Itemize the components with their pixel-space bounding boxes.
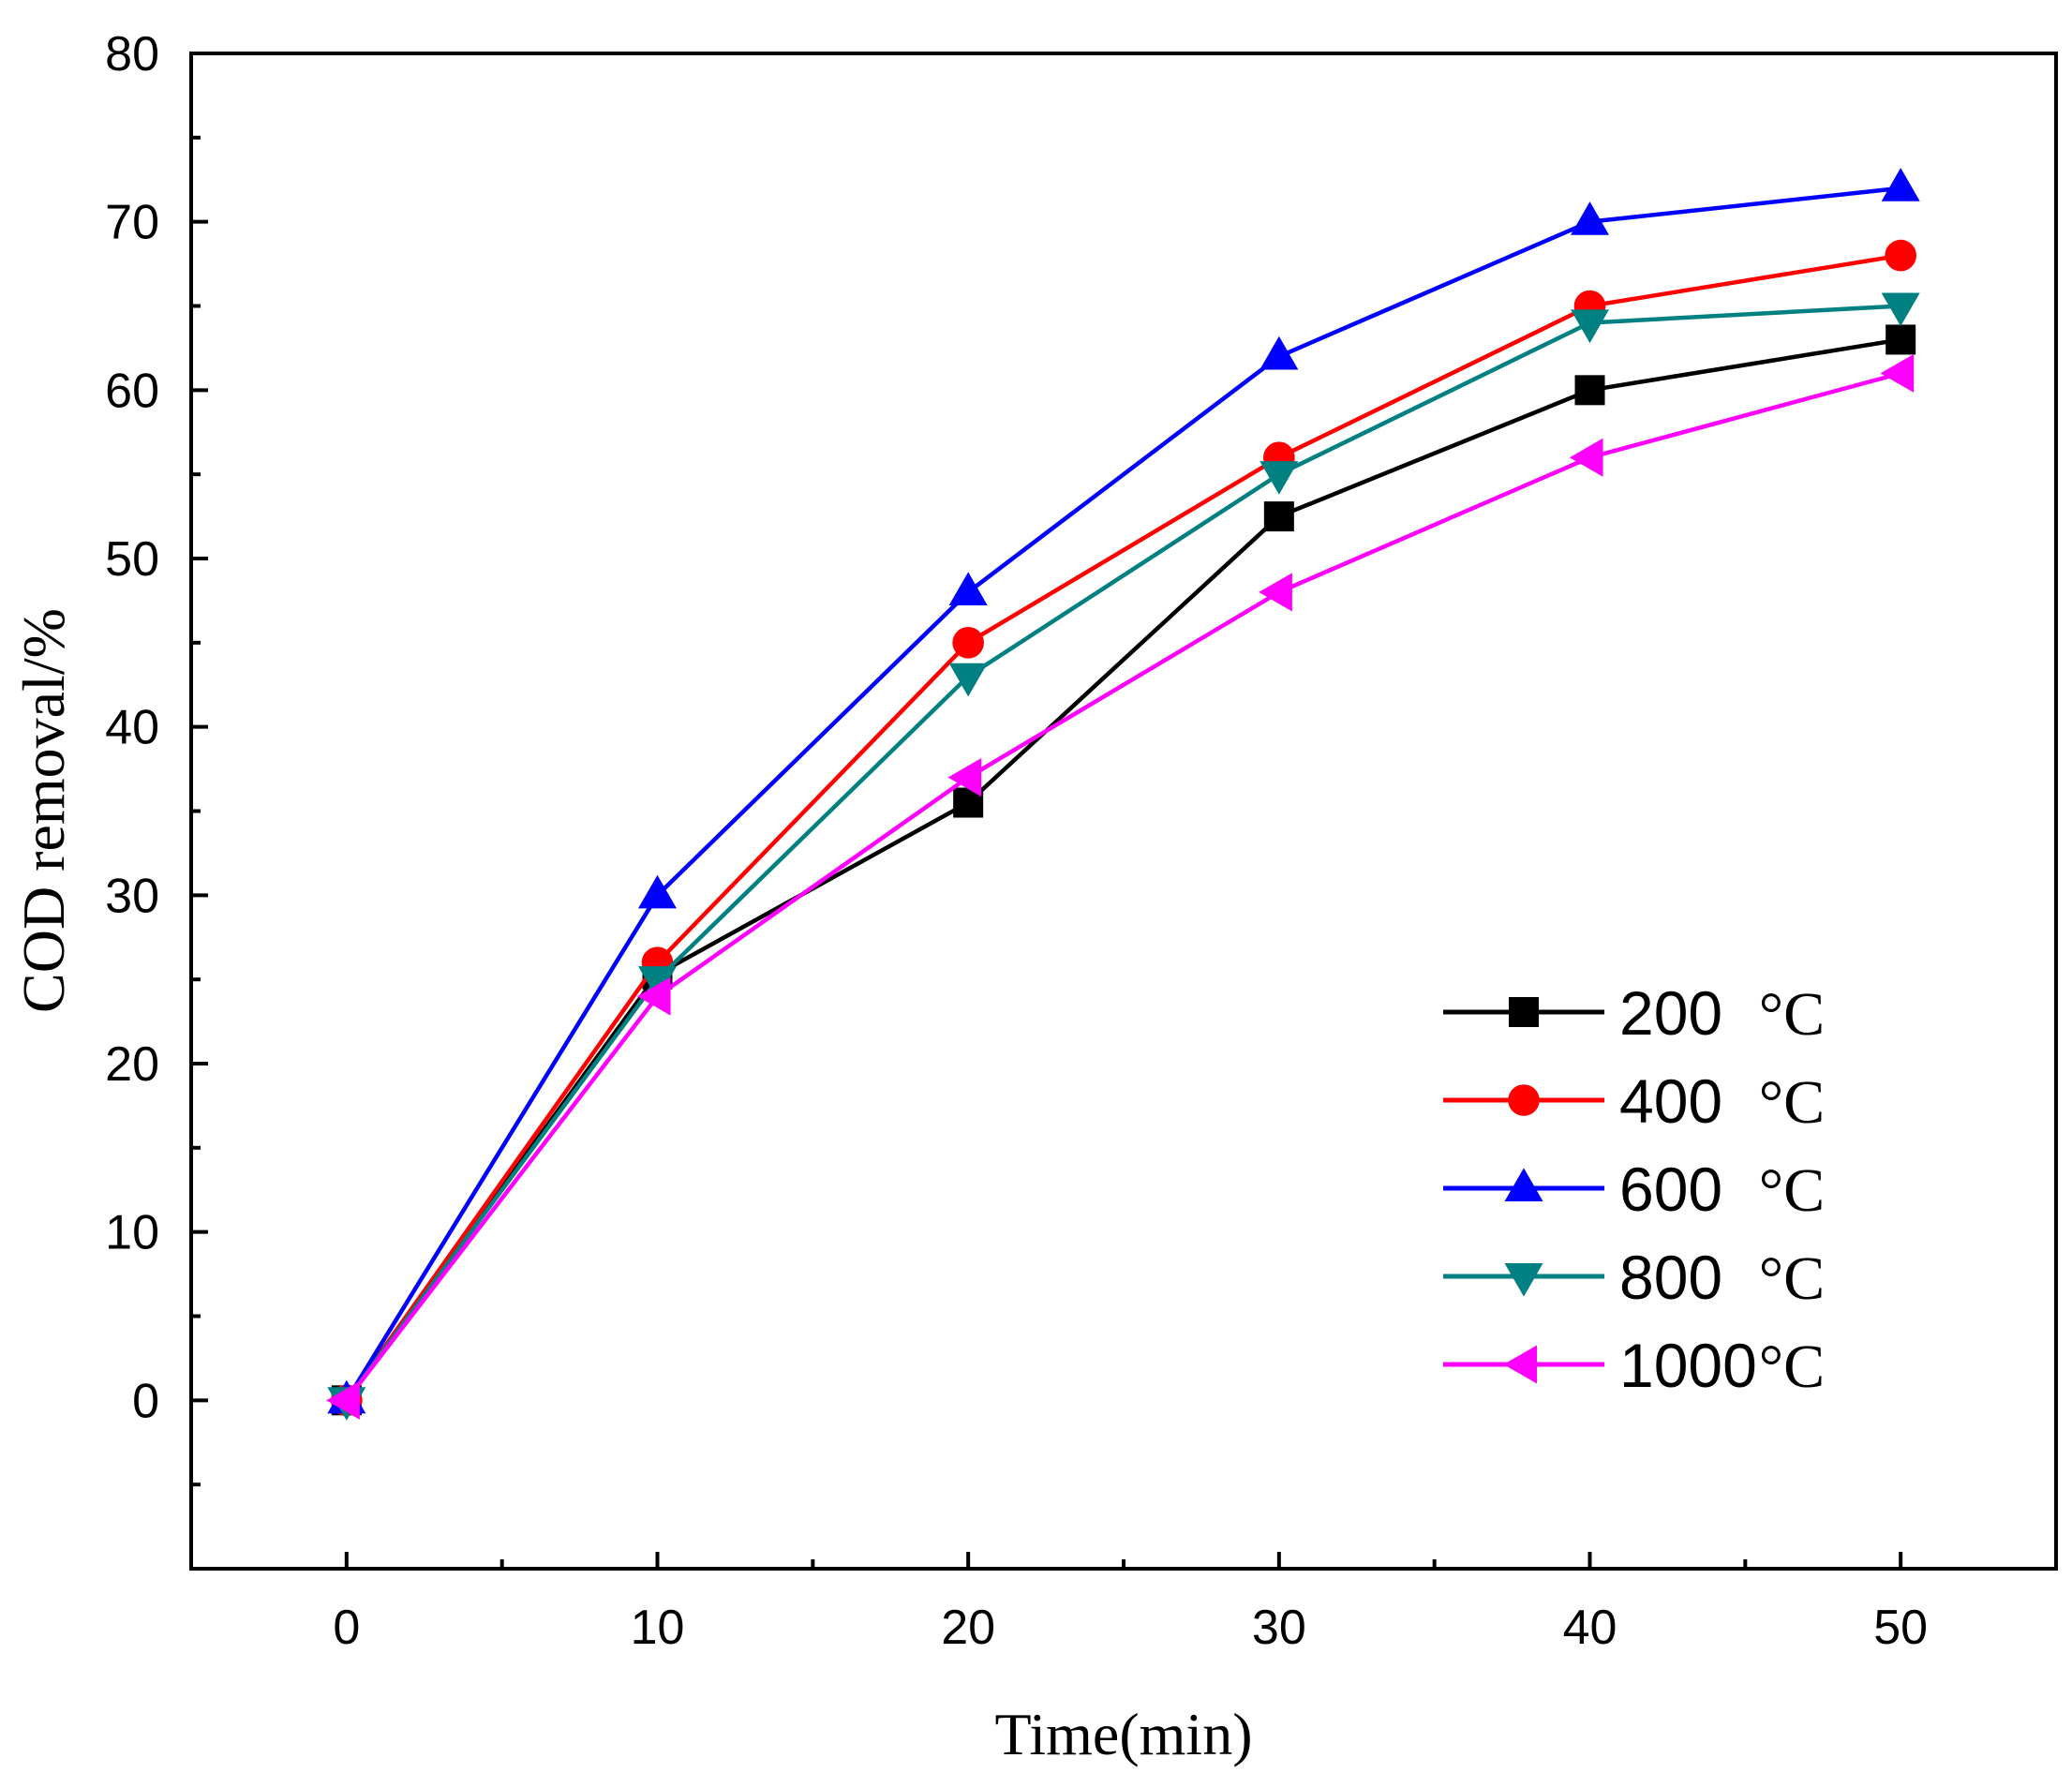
data-point-800: [1570, 309, 1610, 344]
data-point-600: [948, 572, 988, 605]
legend-item-400: 400 °C: [1443, 1066, 1825, 1137]
data-point-600: [1260, 335, 1299, 370]
legend-item-200: 200 °C: [1443, 978, 1825, 1049]
series-line-800: [345, 304, 1901, 1402]
data-point-600: [637, 874, 678, 909]
legend-label-unit: °C: [1759, 1333, 1825, 1401]
data-point-1000: [1880, 353, 1915, 393]
data-point-600: [1881, 168, 1920, 201]
legend-label-unit: °C: [1759, 980, 1825, 1049]
legend-label-unit: °C: [1759, 1244, 1825, 1313]
y-axis-tick-labels: 0 10 20 30 40 50 60 70 80: [105, 27, 159, 1428]
y-tick-label: 30: [105, 869, 159, 923]
legend-label-number: 200: [1619, 978, 1722, 1048]
data-point-200: [1574, 375, 1605, 406]
legend-label-unit: °C: [1759, 1068, 1825, 1137]
legend-item-1000: 1000 °C: [1443, 1331, 1825, 1401]
series-line-400: [344, 253, 1901, 1402]
legend-label-number: 800: [1619, 1243, 1722, 1312]
x-tick-label: 10: [631, 1601, 685, 1655]
y-tick-label: 0: [132, 1374, 159, 1428]
data-point-400: [1885, 239, 1916, 272]
y-axis-title: COD removal/%: [10, 608, 77, 1013]
legend-label-unit: °C: [1759, 1156, 1825, 1225]
series-line-200: [345, 337, 1901, 1402]
data-point-200: [1263, 501, 1294, 532]
y-tick-label: 70: [105, 196, 159, 250]
data-point-1000: [636, 976, 671, 1016]
series-line-1000: [345, 371, 1901, 1402]
data-point-1000: [326, 1380, 360, 1420]
y-axis-ticks: [191, 52, 208, 1487]
y-tick-label: 80: [105, 27, 159, 82]
legend-item-600: 600 °C: [1443, 1155, 1825, 1225]
data-point-400: [952, 627, 984, 659]
y-tick-label: 10: [105, 1206, 159, 1260]
x-tick-label: 20: [941, 1601, 995, 1655]
data-point-1000: [1259, 573, 1292, 612]
y-tick-label: 20: [105, 1037, 159, 1092]
x-tick-label: 30: [1252, 1601, 1306, 1655]
legend-marker-200: [1509, 997, 1539, 1027]
y-tick-label: 60: [105, 364, 159, 418]
series-layer: [326, 168, 1920, 1421]
data-point-1000: [947, 758, 982, 797]
x-tick-label: 50: [1873, 1601, 1928, 1655]
legend-item-800: 800 °C: [1443, 1243, 1825, 1313]
series-600: [327, 168, 1920, 1414]
data-point-800: [948, 663, 988, 697]
legend-label-number: 1000: [1619, 1331, 1757, 1400]
x-axis-tick-labels: 0 10 20 30 40 50: [333, 1601, 1928, 1655]
y-tick-label: 40: [105, 701, 159, 755]
legend-marker-1000: [1503, 1345, 1538, 1384]
data-point-1000: [1569, 438, 1603, 477]
data-point-800: [1881, 292, 1920, 327]
data-point-800: [1260, 461, 1299, 495]
x-axis-title: Time(min): [995, 1701, 1253, 1767]
x-tick-label: 0: [333, 1601, 360, 1655]
legend-label-number: 600: [1619, 1155, 1722, 1224]
legend-marker-600: [1504, 1168, 1543, 1202]
data-point-600: [1570, 201, 1610, 235]
x-tick-label: 40: [1563, 1601, 1617, 1655]
y-tick-label: 50: [105, 532, 159, 587]
data-point-200: [1886, 324, 1916, 355]
legend-label-number: 400: [1619, 1066, 1722, 1136]
series-1000: [326, 353, 1915, 1420]
legend-marker-800: [1504, 1262, 1543, 1297]
series-400: [331, 239, 1916, 1417]
legend-marker-400: [1508, 1084, 1540, 1116]
series-line-600: [344, 186, 1901, 1402]
x-axis-ticks: [344, 1552, 2058, 1569]
data-point-800: [637, 966, 678, 1000]
